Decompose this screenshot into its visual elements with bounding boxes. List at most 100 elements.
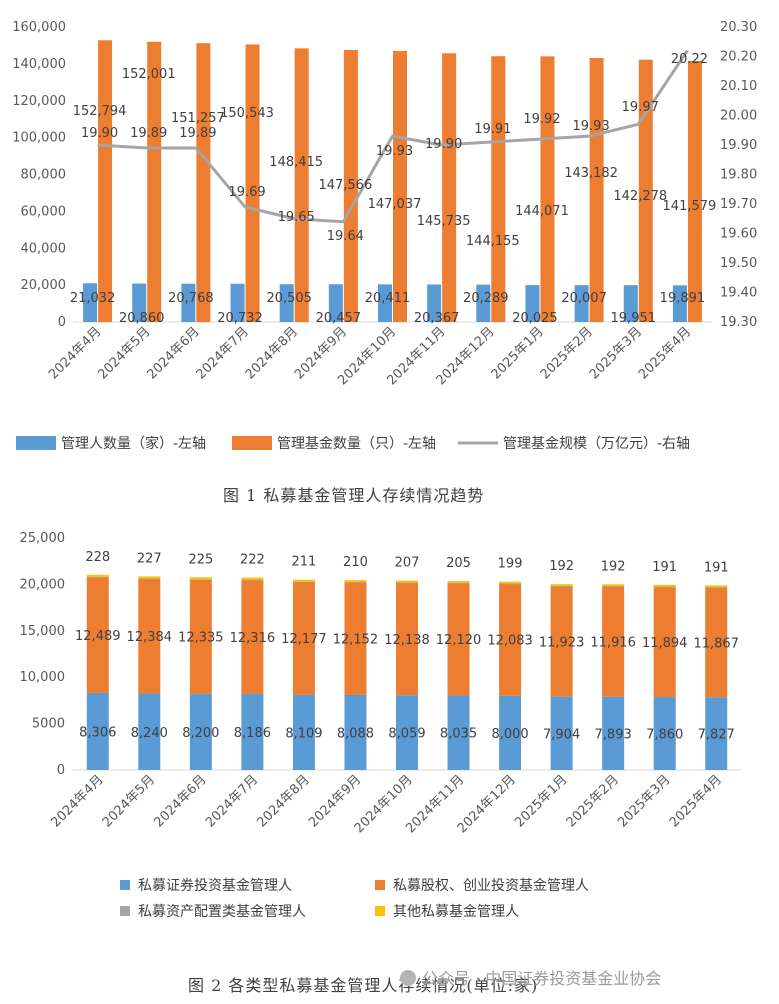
stacked-bar-segment [189,693,212,770]
bar-managers [574,285,589,322]
right-axis-tick: 20.10 [720,79,757,94]
stacked-bar-segment [241,579,264,695]
data-label-securities: 8,240 [131,726,168,741]
data-label-scale: 19.89 [130,126,167,141]
data-label-funds: 147,566 [318,178,372,193]
x-axis-tick: 2024年7月 [203,772,261,830]
data-label-managers: 20,505 [266,291,312,306]
stacked-bar-segment [292,694,315,770]
right-axis-tick: 20.00 [720,109,757,124]
data-label-securities: 7,904 [543,727,580,742]
stacked-bar-segment [86,692,109,770]
data-label-scale: 19.65 [278,210,315,225]
bar-managers [181,283,196,322]
bar-funds [638,59,653,323]
bar-managers [279,284,294,322]
bar-funds [540,56,555,323]
bar-funds [147,41,162,322]
legend-label: 私募资产配置类基金管理人 [138,903,306,920]
stacked-bar-segment [344,582,367,583]
data-label-funds: 147,037 [368,197,422,212]
data-label-managers: 20,025 [512,311,558,326]
left-axis-tick: 20,000 [21,278,67,293]
data-label-securities: 8,186 [234,726,271,741]
data-label-equity: 12,335 [178,631,224,646]
data-label-securities: 8,000 [491,727,528,742]
stacked-bar-segment [705,587,728,698]
left-axis-tick: 0 [58,315,66,330]
stacked-bar-segment [344,694,367,770]
data-label-managers: 19,951 [611,311,657,326]
data-label-equity: 12,384 [127,630,173,645]
legend-label: 管理基金数量（只）-左轴 [277,435,436,452]
stacked-bar-segment [241,579,264,581]
stacked-bar-segment [602,586,625,587]
stacked-bar-segment [189,579,212,694]
data-label-other: 191 [704,560,729,575]
y-axis-tick: 15,000 [20,624,66,639]
left-axis-tick: 140,000 [12,57,66,72]
stacked-bar-segment [292,581,315,583]
stacked-bar-segment [550,584,573,586]
x-axis-tick: 2025年2月 [564,772,622,830]
stacked-bar-segment [550,696,573,770]
x-axis-tick: 2025年4月 [636,324,694,382]
bar-funds [343,49,358,323]
data-label-equity: 12,316 [230,631,276,646]
stacked-bar-segment [602,584,625,587]
stacked-bar-segment [499,695,522,770]
legend-swatch [16,436,56,450]
data-label-other: 192 [549,559,574,574]
left-axis-tick: 60,000 [21,204,67,219]
stacked-bar-segment [189,577,212,580]
stacked-bar-segment [705,697,728,770]
stacked-bar-segment [550,585,573,587]
legend-label: 私募证券投资基金管理人 [138,877,292,894]
bar-managers [378,284,392,322]
bar-funds [245,44,260,323]
stacked-bar-segment [653,584,676,587]
data-label-equity: 12,152 [333,633,379,648]
data-label-scale: 19.90 [425,137,462,152]
bar-managers [328,284,343,322]
data-label-funds: 151,257 [171,111,225,126]
stacked-bar-segment [653,586,676,698]
y-axis-tick: 10,000 [20,670,66,685]
x-axis-tick: 2024年7月 [194,324,252,382]
data-label-funds: 144,071 [515,204,569,219]
bar-managers [476,284,491,322]
stacked-bar-segment [499,583,522,696]
stacked-bar-segment [138,578,161,694]
data-label-funds: 145,735 [417,214,471,229]
legend-label: 其他私募基金管理人 [393,903,519,920]
stacked-bar-segment [396,580,418,583]
stacked-bar-segment [602,696,625,770]
bar-managers [83,283,98,322]
stacked-bar-segment [396,582,418,696]
y-axis-tick: 20,000 [20,577,66,592]
bar-funds [196,43,211,323]
watermark-text: 公众号 · 中国证券投资基金业协会 [422,969,662,988]
stacked-bar-segment [396,582,418,584]
data-label-securities: 8,306 [79,725,116,740]
data-label-funds: 143,182 [564,166,618,181]
wechat-icon [400,970,416,986]
data-label-managers: 21,032 [70,291,116,306]
stacked-bar-segment [138,576,161,579]
data-label-funds: 148,415 [269,155,323,170]
data-label-scale: 19.69 [228,185,265,200]
stacked-bar-segment [241,694,264,770]
data-label-securities: 7,893 [595,727,632,742]
data-label-securities: 8,059 [388,727,425,742]
stacked-bar-segment [292,581,315,695]
data-label-funds: 141,579 [663,199,717,214]
left-axis-tick: 40,000 [21,241,67,256]
bar-managers [230,283,245,322]
data-label-securities: 8,035 [440,727,477,742]
data-label-other: 205 [446,556,471,571]
stacked-bar-segment [86,576,109,578]
stacked-bar-segment [86,577,109,693]
data-label-funds: 152,794 [73,104,127,119]
stacked-bar-segment [189,579,212,581]
data-label-equity: 12,120 [436,633,482,648]
